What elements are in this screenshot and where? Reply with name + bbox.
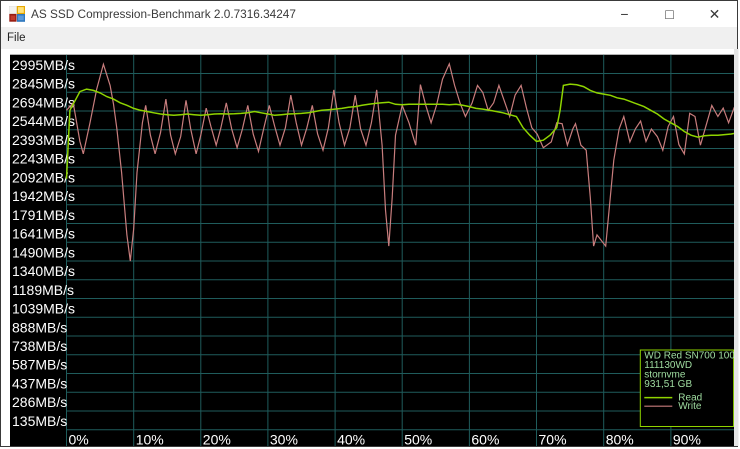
svg-text:2995MB/s: 2995MB/s	[12, 57, 75, 73]
svg-text:Write: Write	[678, 401, 702, 412]
svg-text:2243MB/s: 2243MB/s	[12, 151, 75, 167]
svg-text:40%: 40%	[337, 432, 365, 448]
svg-text:1641MB/s: 1641MB/s	[12, 226, 75, 242]
svg-text:70%: 70%	[539, 432, 567, 448]
svg-text:2092MB/s: 2092MB/s	[12, 169, 75, 185]
svg-text:20%: 20%	[203, 432, 231, 448]
svg-text:2845MB/s: 2845MB/s	[12, 76, 75, 92]
svg-text:135MB/s: 135MB/s	[12, 413, 67, 429]
svg-text:286MB/s: 286MB/s	[12, 394, 67, 410]
svg-text:30%: 30%	[270, 432, 298, 448]
svg-text:1340MB/s: 1340MB/s	[12, 263, 75, 279]
svg-text:10%: 10%	[136, 432, 164, 448]
svg-text:2694MB/s: 2694MB/s	[12, 94, 75, 110]
svg-text:587MB/s: 587MB/s	[12, 357, 67, 373]
svg-text:1189MB/s: 1189MB/s	[12, 282, 74, 298]
svg-text:0%: 0%	[69, 432, 89, 448]
svg-text:2544MB/s: 2544MB/s	[12, 113, 75, 129]
svg-text:1490MB/s: 1490MB/s	[12, 244, 75, 260]
svg-text:60%: 60%	[471, 432, 499, 448]
svg-text:931,51 GB: 931,51 GB	[644, 379, 692, 390]
svg-text:1942MB/s: 1942MB/s	[12, 188, 75, 204]
svg-text:437MB/s: 437MB/s	[12, 375, 67, 391]
svg-text:2393MB/s: 2393MB/s	[12, 132, 75, 148]
svg-text:1039MB/s: 1039MB/s	[12, 300, 75, 316]
svg-text:90%: 90%	[673, 432, 701, 448]
svg-text:50%: 50%	[404, 432, 432, 448]
svg-text:80%: 80%	[606, 432, 634, 448]
svg-text:738MB/s: 738MB/s	[12, 338, 67, 354]
svg-text:1791MB/s: 1791MB/s	[12, 207, 75, 223]
svg-text:888MB/s: 888MB/s	[12, 319, 67, 335]
